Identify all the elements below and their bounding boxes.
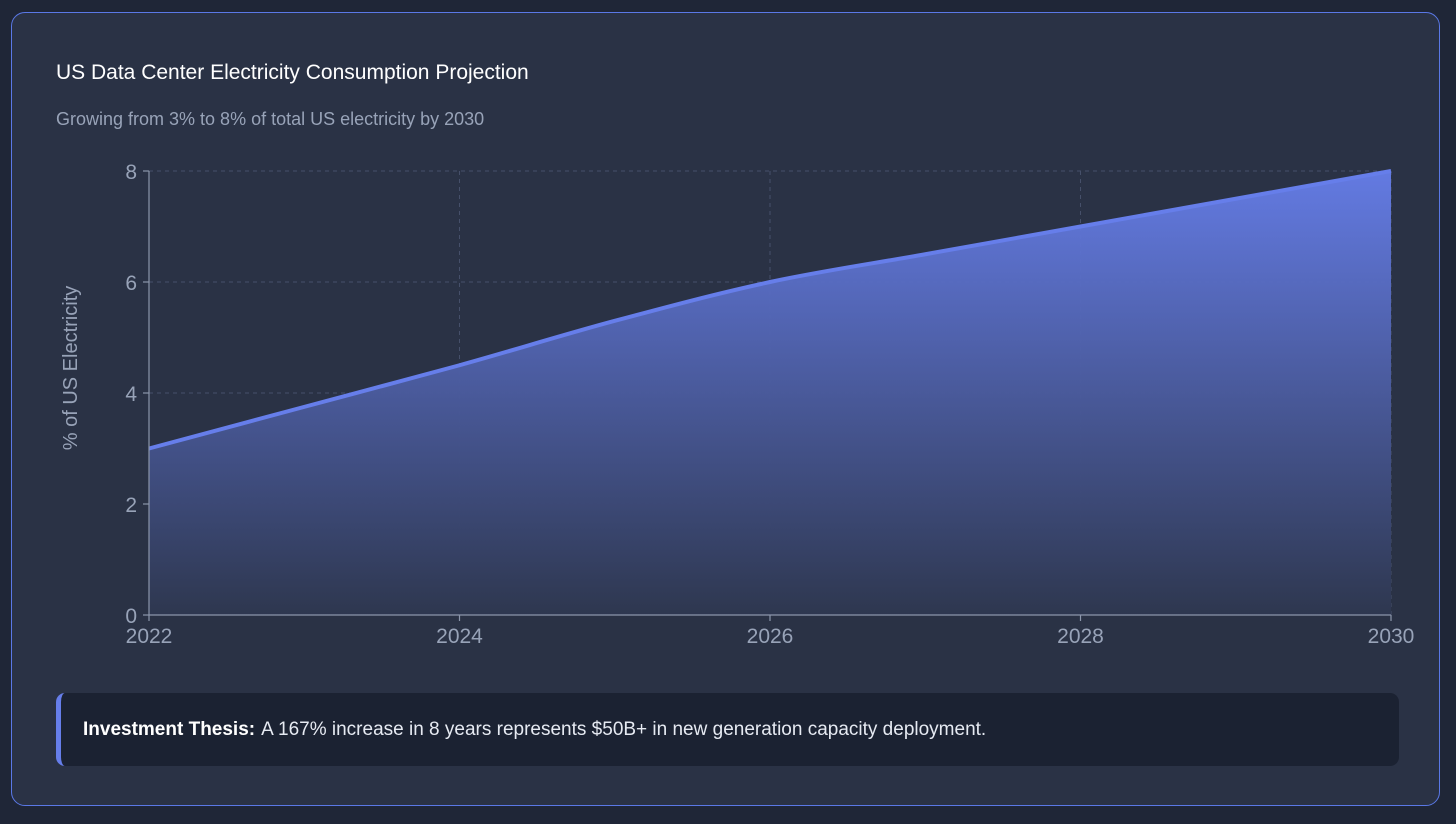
y-tick-label: 8 — [125, 161, 137, 184]
y-tick-label: 4 — [125, 383, 137, 406]
axes — [143, 170, 1392, 621]
y-tick-label: 2 — [125, 494, 137, 517]
x-tick-label: 2024 — [436, 625, 483, 648]
y-tick-labels: 0 2 4 6 8 — [125, 161, 137, 628]
chart-title: US Data Center Electricity Consumption P… — [56, 61, 529, 84]
chart-card: US Data Center Electricity Consumption P… — [11, 12, 1440, 806]
x-tick-label: 2026 — [747, 625, 794, 648]
chart-subtitle: Growing from 3% to 8% of total US electr… — [56, 109, 485, 129]
thesis-text: A 167% increase in 8 years represents $5… — [261, 718, 987, 740]
series-area — [149, 171, 1391, 615]
x-tick-label: 2022 — [126, 625, 173, 648]
series-line — [148, 169, 1392, 451]
y-tick-label: 0 — [125, 605, 137, 628]
y-tick-label: 6 — [125, 272, 137, 295]
x-tick-labels: 2022 2024 2026 2028 2030 — [126, 625, 1415, 648]
x-tick-label: 2030 — [1368, 625, 1415, 648]
area-chart: 0 2 4 6 8 2022 2024 2026 2028 2030 % of US Elect… — [60, 161, 1415, 648]
y-axis-label: % of US Electricity — [60, 286, 82, 450]
investment-thesis-callout: Investment Thesis: A 167% increase in 8 … — [56, 693, 1399, 766]
thesis-label: Investment Thesis: — [83, 718, 256, 740]
x-tick-label: 2028 — [1057, 625, 1104, 648]
